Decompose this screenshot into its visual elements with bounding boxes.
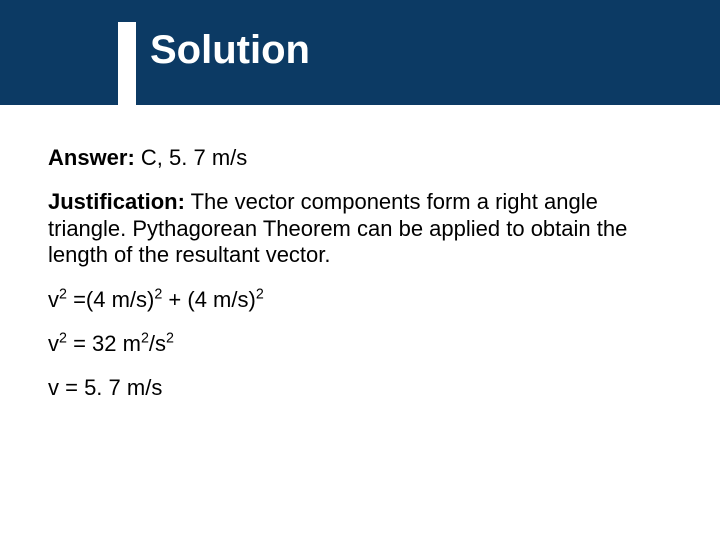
eq1-sup1: 2 [59, 286, 67, 302]
equation-3: v = 5. 7 m/s [48, 375, 668, 401]
slide-title: Solution [150, 28, 310, 73]
answer-value: C, 5. 7 m/s [135, 145, 247, 170]
eq2-part3: /s [149, 331, 166, 356]
eq2-sup3: 2 [166, 331, 174, 347]
answer-label: Answer: [48, 145, 135, 170]
header-bar [0, 0, 720, 105]
answer-line: Answer: C, 5. 7 m/s [48, 145, 668, 171]
title-accent-strip [118, 22, 136, 105]
content-area: Answer: C, 5. 7 m/s Justification: The v… [48, 145, 668, 420]
eq2-part2: = 32 m [67, 331, 141, 356]
justification-label: Justification: [48, 189, 185, 214]
eq1-sup3: 2 [256, 286, 264, 302]
justification-line: Justification: The vector components for… [48, 189, 668, 268]
eq1-v: v [48, 287, 59, 312]
eq2-v: v [48, 331, 59, 356]
eq2-sup2: 2 [141, 331, 149, 347]
equation-2: v2 = 32 m2/s2 [48, 331, 668, 357]
slide: Solution Answer: C, 5. 7 m/s Justificati… [0, 0, 720, 540]
eq1-part2: =(4 m/s) [67, 287, 154, 312]
equation-1: v2 =(4 m/s)2 + (4 m/s)2 [48, 287, 668, 313]
eq1-part3: + (4 m/s) [162, 287, 256, 312]
eq2-sup1: 2 [59, 331, 67, 347]
